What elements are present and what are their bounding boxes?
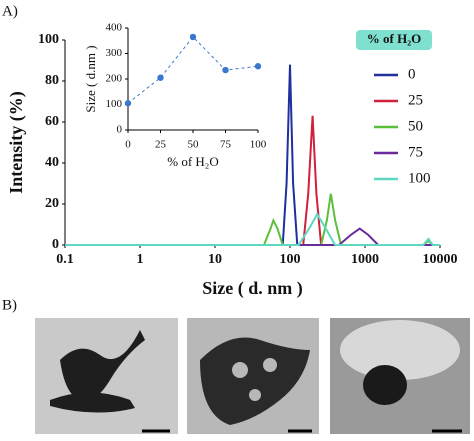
tem-images <box>35 318 470 434</box>
data-point <box>254 63 262 70</box>
y-tick-label: 60 <box>45 114 59 129</box>
panel-label: B) <box>2 297 17 313</box>
y-tick-label: 0 <box>117 124 123 136</box>
data-point <box>157 74 164 81</box>
y-tick-label: 100 <box>106 98 123 110</box>
legend-title: % of H₂O <box>367 31 421 46</box>
series-line <box>65 64 440 246</box>
series-line <box>65 212 440 246</box>
legend-title-box <box>356 30 432 50</box>
y-tick-label: 100 <box>38 32 59 47</box>
x-tick-label: 1000 <box>351 252 379 267</box>
legend-label: 75 <box>408 144 423 160</box>
x-tick-label: 50 <box>188 139 200 151</box>
y-tick-label: 300 <box>106 47 123 59</box>
legend-label: 0 <box>408 66 416 82</box>
y-axis-label: Size ( d.nm ) <box>83 45 98 112</box>
series-line <box>127 36 259 104</box>
legend-label: 50 <box>408 118 423 134</box>
y-tick-label: 200 <box>106 73 123 85</box>
y-tick-label: 80 <box>45 73 59 88</box>
legend-label: 25 <box>408 92 423 108</box>
y-tick-label: 400 <box>106 22 123 34</box>
x-tick-label: 1 <box>137 252 144 267</box>
x-tick-label: 25 <box>155 139 167 151</box>
panel-label: A) <box>2 3 18 19</box>
x-axis-label: % of H₂O <box>167 154 218 169</box>
y-tick-label: 40 <box>45 155 59 170</box>
x-tick-label: 75 <box>220 139 232 151</box>
x-tick-label: 0.1 <box>56 252 74 267</box>
data-point <box>222 66 229 74</box>
series-line <box>65 227 440 246</box>
x-tick-label: 10000 <box>423 252 458 267</box>
legend-label: 100 <box>408 170 431 186</box>
data-point <box>124 100 132 107</box>
x-tick-label: 10 <box>208 252 222 267</box>
x-tick-label: 100 <box>250 139 267 151</box>
y-tick-label: 0 <box>52 237 59 252</box>
y-axis-label: Intensity (%) <box>6 91 27 194</box>
y-tick-label: 20 <box>45 196 59 211</box>
series-line <box>65 193 440 246</box>
x-tick-label: 100 <box>280 252 301 267</box>
x-axis-label: Size ( d. nm ) <box>202 278 303 299</box>
x-tick-label: 0 <box>125 139 131 151</box>
data-point <box>189 33 197 41</box>
